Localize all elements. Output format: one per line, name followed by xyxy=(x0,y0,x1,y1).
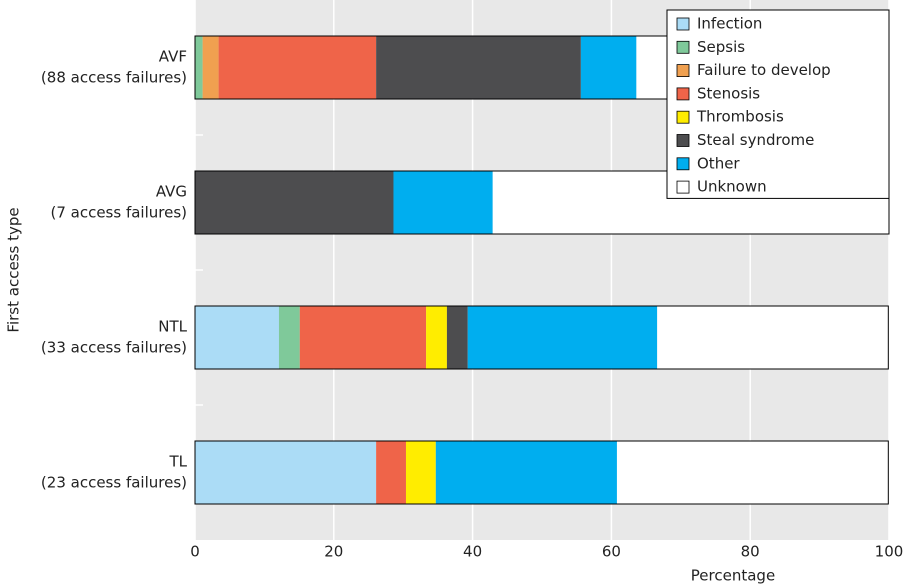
legend-swatch xyxy=(676,17,690,31)
bar-segment xyxy=(299,306,427,369)
legend-label: Sepsis xyxy=(697,38,745,56)
bar-segment xyxy=(278,306,300,369)
x-tick-label: 60 xyxy=(602,543,621,561)
bar-segment xyxy=(218,36,377,99)
legend-label: Failure to develop xyxy=(697,61,831,79)
bar-segment xyxy=(195,441,377,504)
bar-segment xyxy=(616,441,889,504)
bar-segment xyxy=(202,36,219,99)
bar-segment xyxy=(393,171,493,234)
y-tick-label: (7 access failures) xyxy=(50,204,187,222)
legend-swatch xyxy=(676,64,690,77)
y-tick-label: (23 access failures) xyxy=(41,474,187,492)
legend-swatch xyxy=(676,87,690,101)
legend-swatch xyxy=(676,180,690,194)
bar-segment xyxy=(657,306,889,369)
y-tick-label: NTL xyxy=(158,318,187,336)
x-axis-label: Percentage xyxy=(691,567,775,585)
legend-label: Unknown xyxy=(697,178,767,196)
bar-segment xyxy=(580,36,637,99)
legend-label: Infection xyxy=(697,15,762,33)
x-tick-label: 100 xyxy=(875,543,904,561)
legend-label: Stenosis xyxy=(697,84,760,102)
bar-segment xyxy=(435,441,617,504)
legend-label: Other xyxy=(697,154,740,172)
legend-label: Thrombosis xyxy=(696,108,784,126)
y-axis-label: First access type xyxy=(5,207,23,332)
bar-segment xyxy=(376,441,406,504)
x-tick-label: 40 xyxy=(463,543,482,561)
bar-segment xyxy=(446,306,468,369)
legend-swatch xyxy=(676,134,690,147)
x-tick-label: 80 xyxy=(741,543,760,561)
x-tick-label: 0 xyxy=(190,543,200,561)
y-tick-label: (88 access failures) xyxy=(41,69,187,87)
y-tick-label: TL xyxy=(168,453,187,471)
bar-segment xyxy=(195,306,279,369)
bar-segment xyxy=(376,36,581,99)
legend-box xyxy=(666,9,890,199)
bar-segment xyxy=(195,36,203,99)
bar-outline xyxy=(194,440,889,505)
bar-outline xyxy=(194,170,890,235)
bar-segment xyxy=(426,306,447,369)
bar-segment xyxy=(467,306,658,369)
x-tick-label: 20 xyxy=(324,543,343,561)
legend-label: Steal syndrome xyxy=(697,131,814,149)
legend-swatch xyxy=(676,40,690,54)
bar-segment xyxy=(405,441,436,504)
bar-segment xyxy=(195,171,394,234)
legend-swatch xyxy=(676,110,690,124)
y-tick-label: AVG xyxy=(156,183,187,201)
legend-swatch xyxy=(676,157,690,171)
y-tick-label: AVF xyxy=(159,48,187,66)
bar-outline xyxy=(194,305,889,370)
y-tick-label: (33 access failures) xyxy=(41,339,187,357)
